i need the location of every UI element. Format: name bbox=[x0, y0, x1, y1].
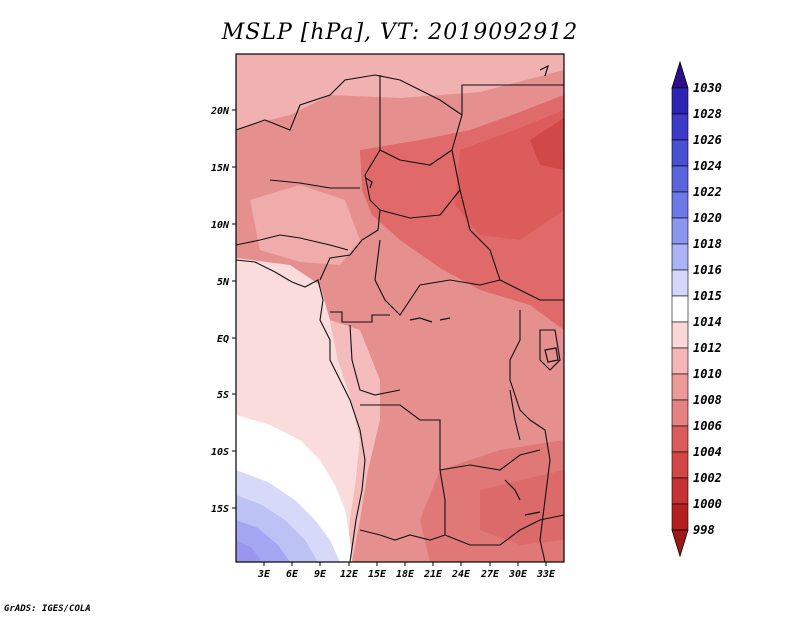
lon-label: 27E bbox=[480, 569, 500, 580]
lon-label: 15E bbox=[368, 569, 387, 580]
lat-label: 10N bbox=[211, 220, 230, 231]
colorbar-swatch bbox=[671, 87, 689, 115]
lon-label: 9E bbox=[314, 569, 327, 580]
colorbar-label: 1020 bbox=[693, 211, 722, 225]
lat-label: EQ bbox=[217, 334, 229, 345]
colorbar-swatch bbox=[671, 191, 689, 219]
lat-label: 15S bbox=[211, 504, 229, 515]
field-north-light bbox=[236, 54, 564, 130]
colorbar-swatch bbox=[671, 451, 689, 479]
colorbar-label: 1014 bbox=[693, 315, 722, 329]
colorbar-label: 1028 bbox=[693, 107, 722, 121]
grads-credit: GrADS: IGES/COLA bbox=[4, 604, 91, 614]
colorbar-swatch bbox=[671, 399, 689, 427]
longitude-axis: 3E 6E 9E 12E 15E 18E 21E 24E 27E 30E 33E bbox=[257, 562, 556, 580]
colorbar-swatch bbox=[671, 347, 689, 375]
country-borders bbox=[236, 74, 564, 562]
colorbar-label: 1008 bbox=[693, 393, 722, 407]
lon-label: 6E bbox=[286, 569, 299, 580]
colorbar-swatch bbox=[671, 217, 689, 245]
colorbar-label: 1022 bbox=[693, 185, 722, 199]
colorbar-swatch bbox=[671, 425, 689, 453]
colorbar-label: 998 bbox=[693, 523, 715, 537]
colorbar-label: 1000 bbox=[693, 497, 722, 511]
colorbar: 1030 1028 1026 1024 1022 1020 1018 1016 1015 1014… bbox=[671, 60, 722, 558]
field-sahel-darkest bbox=[530, 118, 564, 170]
field-blue-4 bbox=[236, 540, 262, 562]
colorbar-swatch bbox=[671, 243, 689, 271]
field-coast bbox=[330, 320, 380, 562]
lon-label: 24E bbox=[451, 569, 471, 580]
lat-label: 20N bbox=[210, 106, 230, 117]
pressure-field bbox=[236, 54, 564, 562]
lat-label: 15N bbox=[211, 163, 230, 174]
field-south-darker bbox=[480, 470, 564, 545]
lakes bbox=[365, 64, 559, 516]
lat-label: 5S bbox=[217, 390, 229, 401]
colorbar-swatch bbox=[671, 295, 689, 323]
colorbar-swatch bbox=[671, 269, 689, 297]
lon-label: 12E bbox=[340, 569, 359, 580]
colorbar-label: 1002 bbox=[693, 471, 722, 485]
colorbar-label: 1018 bbox=[693, 237, 722, 251]
colorbar-bottom-arrow bbox=[671, 529, 689, 558]
colorbar-label: 1030 bbox=[693, 81, 722, 95]
colorbar-label: 1016 bbox=[693, 263, 722, 277]
colorbar-swatch bbox=[671, 113, 689, 141]
colorbar-swatch bbox=[671, 321, 689, 349]
lon-label: 30E bbox=[508, 569, 528, 580]
colorbar-swatch bbox=[671, 139, 689, 167]
lon-label: 18E bbox=[396, 569, 415, 580]
colorbar-label: 1026 bbox=[693, 133, 722, 147]
colorbar-swatch bbox=[671, 373, 689, 401]
field-west-light bbox=[250, 185, 360, 265]
colorbar-label: 1012 bbox=[693, 341, 722, 355]
lon-label: 33E bbox=[536, 569, 556, 580]
lon-label: 21E bbox=[423, 569, 443, 580]
lat-label: 10S bbox=[211, 447, 229, 458]
colorbar-swatch bbox=[671, 477, 689, 505]
map-frame bbox=[235, 53, 565, 563]
map-title: MSLP [hPa], VT: 2019092912 bbox=[221, 20, 579, 45]
latitude-axis: 20N 15N 10N 5N EQ 5S 10S 15S bbox=[210, 106, 236, 515]
colorbar-top-arrow bbox=[671, 60, 689, 89]
lon-label: 3E bbox=[257, 569, 271, 580]
colorbar-label: 1010 bbox=[693, 367, 722, 381]
colorbar-label: 1024 bbox=[693, 159, 722, 173]
lat-label: 5N bbox=[217, 277, 230, 288]
colorbar-swatch bbox=[671, 165, 689, 193]
colorbar-swatch bbox=[671, 503, 689, 531]
colorbar-label: 1006 bbox=[693, 419, 722, 433]
colorbar-label: 1015 bbox=[693, 289, 722, 303]
colorbar-label: 1004 bbox=[693, 445, 722, 459]
